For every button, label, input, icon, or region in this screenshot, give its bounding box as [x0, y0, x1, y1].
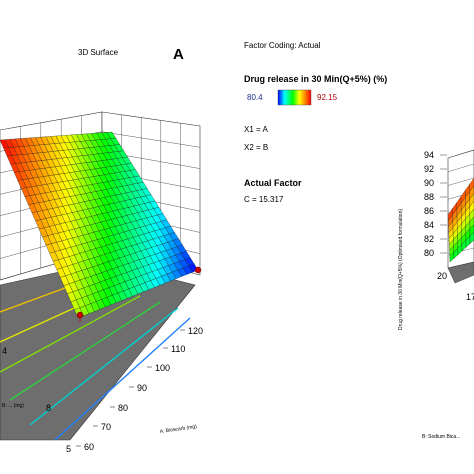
x-tick-label: 100 [155, 363, 170, 373]
panel-label: A [173, 46, 184, 63]
factor-coding-label: Factor Coding: Actual [244, 41, 321, 50]
x-tick-label: 60 [84, 442, 94, 452]
x-tick-label: 90 [137, 383, 147, 393]
actual-factor-title: Actual Factor [244, 178, 302, 188]
plot-b-z-axis: 80 82 84 86 88 90 92 94 [424, 150, 447, 258]
y-tick-label: 8 [46, 403, 51, 413]
legend-max-label: 92.15 [317, 93, 338, 102]
y-tick-label: 4 [2, 346, 7, 356]
plot-b-bottom-tick: 20 [437, 271, 447, 281]
z-tick-label: 84 [424, 220, 434, 230]
factor-x1: X1 = A [244, 125, 268, 134]
factor-x2: X2 = B [244, 143, 268, 152]
z-tick-label: 90 [424, 178, 434, 188]
plot-b-floor [447, 261, 474, 284]
legend-min-label: 80.4 [247, 93, 263, 102]
actual-factor-value: C = 15.317 [244, 195, 284, 204]
legend-color-bar [277, 89, 312, 106]
x-tick-label: 80 [118, 403, 128, 413]
x-axis-label: A: Bioscarb (mg) [159, 424, 197, 435]
plot-a-surface [0, 131, 199, 319]
z-tick-label: 88 [424, 192, 434, 202]
z-tick-label: 80 [424, 248, 434, 258]
design-point-marker [194, 266, 202, 274]
surface-title: 3D Surface [78, 48, 119, 57]
plot-a-y-axis: 4 8 5 B: ... (mg) [2, 346, 71, 454]
z-tick-label: 82 [424, 234, 434, 244]
legend-title: Drug release in 30 Min(Q+5%) (%) [244, 74, 387, 84]
plot-b-bottom-tick: 17 [466, 292, 474, 302]
y-tick-label: 5 [66, 444, 71, 454]
x-tick-label: 70 [101, 422, 111, 432]
plot-b-x-axis-label: B: Sodium Bica... [422, 434, 460, 440]
z-tick-label: 94 [424, 150, 434, 160]
plot-b-surface [447, 177, 474, 263]
x-tick-label: 110 [171, 344, 185, 354]
z-tick-label: 86 [424, 206, 434, 216]
z-tick-label: 92 [424, 164, 434, 174]
x-tick-label: 120 [188, 326, 203, 336]
plot-b-z-axis-label: Drug release in 30 Min(Q+5%) (Optimised … [398, 209, 404, 330]
y-axis-label: B: ... (mg) [2, 403, 24, 409]
